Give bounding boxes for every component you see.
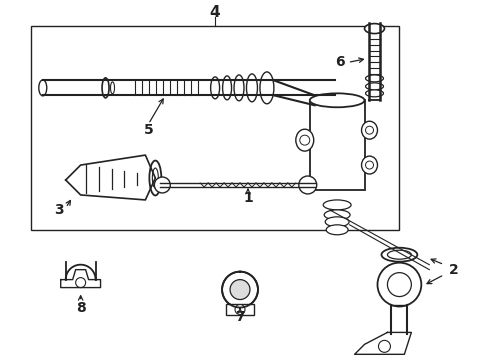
Ellipse shape (234, 75, 244, 101)
Ellipse shape (366, 90, 384, 97)
Circle shape (235, 305, 245, 315)
Circle shape (366, 161, 373, 169)
Ellipse shape (152, 168, 158, 188)
Text: 7: 7 (235, 310, 245, 324)
Ellipse shape (325, 217, 349, 227)
Text: 5: 5 (144, 123, 153, 137)
Ellipse shape (211, 77, 220, 99)
Circle shape (154, 177, 171, 193)
Ellipse shape (260, 72, 274, 104)
Ellipse shape (149, 161, 161, 195)
Bar (31, 26, 399, 230)
Ellipse shape (323, 200, 351, 210)
Ellipse shape (366, 83, 384, 90)
Text: 8: 8 (76, 301, 86, 315)
Ellipse shape (246, 74, 257, 102)
Ellipse shape (296, 129, 314, 151)
Circle shape (377, 263, 421, 306)
Text: 2: 2 (449, 263, 459, 276)
Ellipse shape (362, 121, 377, 139)
Ellipse shape (39, 80, 47, 96)
Ellipse shape (382, 248, 417, 262)
Text: 3: 3 (54, 203, 64, 217)
Ellipse shape (365, 24, 385, 33)
Ellipse shape (388, 250, 412, 259)
Ellipse shape (366, 75, 384, 82)
Bar (226, 303, 254, 315)
Circle shape (222, 272, 258, 307)
Circle shape (388, 273, 412, 297)
Bar (310, 100, 365, 190)
Polygon shape (66, 155, 155, 200)
Polygon shape (61, 270, 100, 288)
Ellipse shape (362, 156, 377, 174)
Text: 4: 4 (210, 5, 220, 20)
Ellipse shape (324, 210, 350, 220)
Ellipse shape (326, 225, 348, 235)
Text: 1: 1 (243, 191, 253, 205)
Circle shape (75, 278, 86, 288)
Ellipse shape (102, 78, 109, 98)
Text: 6: 6 (335, 55, 344, 69)
Ellipse shape (222, 76, 232, 100)
Circle shape (300, 135, 310, 145)
Ellipse shape (111, 82, 115, 94)
Polygon shape (355, 332, 412, 354)
Circle shape (230, 280, 250, 300)
Circle shape (366, 126, 373, 134)
Ellipse shape (310, 93, 365, 107)
Circle shape (378, 340, 391, 352)
Circle shape (299, 176, 317, 194)
